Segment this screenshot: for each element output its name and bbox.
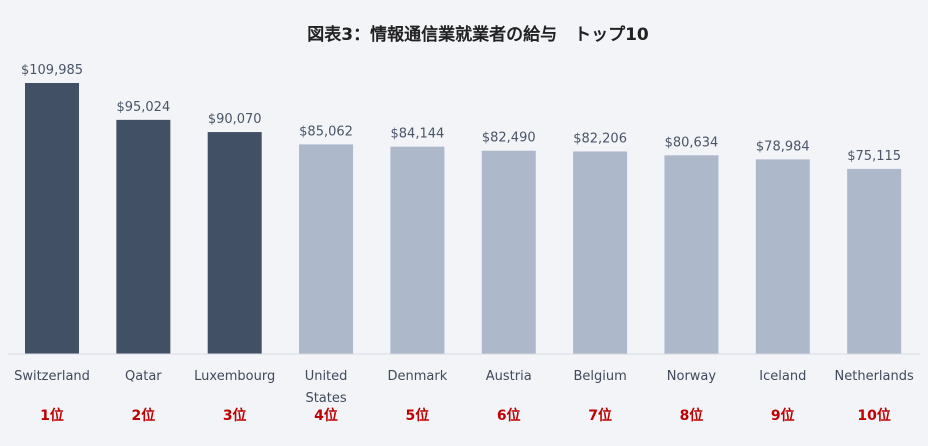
bar-denmark	[390, 146, 445, 354]
value-label: $95,024	[116, 100, 170, 115]
rank-label: 10位	[857, 407, 890, 424]
category-label: Iceland	[759, 369, 806, 384]
value-label: $85,062	[299, 124, 353, 139]
rank-label: 2位	[131, 407, 155, 424]
bar-belgium	[573, 151, 628, 354]
category-label: Austria	[486, 369, 532, 384]
rank-label: 1位	[40, 407, 64, 424]
category-label: States	[305, 391, 346, 406]
value-label: $84,144	[391, 127, 445, 142]
value-label: $80,634	[665, 135, 719, 150]
bar-switzerland	[25, 83, 79, 354]
rank-label: 7位	[588, 407, 612, 424]
chart-title: 図表3：情報通信業就業者の給与 トップ10	[307, 24, 649, 45]
rank-label: 8位	[680, 407, 704, 424]
rank-label: 9位	[771, 407, 795, 424]
category-label: Denmark	[388, 369, 448, 384]
rank-label: 3位	[223, 407, 247, 424]
value-label: $90,070	[208, 112, 262, 127]
value-label: $82,490	[482, 131, 536, 146]
category-label: Netherlands	[835, 369, 914, 384]
category-label: Belgium	[573, 369, 626, 384]
category-label: Luxembourg	[194, 369, 275, 384]
category-label: Qatar	[125, 369, 162, 384]
bar-austria	[481, 150, 536, 354]
rank-label: 6位	[497, 407, 521, 424]
bar-united-states	[299, 144, 354, 354]
bar-netherlands	[847, 168, 902, 354]
bar-qatar	[116, 119, 171, 354]
bar-luxembourg	[207, 132, 262, 354]
bar-iceland	[755, 159, 810, 354]
category-label: Norway	[667, 369, 717, 384]
bar-norway	[664, 155, 719, 354]
category-label: United	[305, 369, 348, 384]
category-label: Switzerland	[14, 369, 90, 384]
value-label: $82,206	[573, 131, 627, 146]
value-label: $78,984	[756, 139, 810, 154]
value-label: $109,985	[21, 63, 83, 78]
rank-label: 4位	[314, 407, 338, 424]
value-label: $75,115	[847, 149, 901, 164]
rank-label: 5位	[406, 407, 430, 424]
